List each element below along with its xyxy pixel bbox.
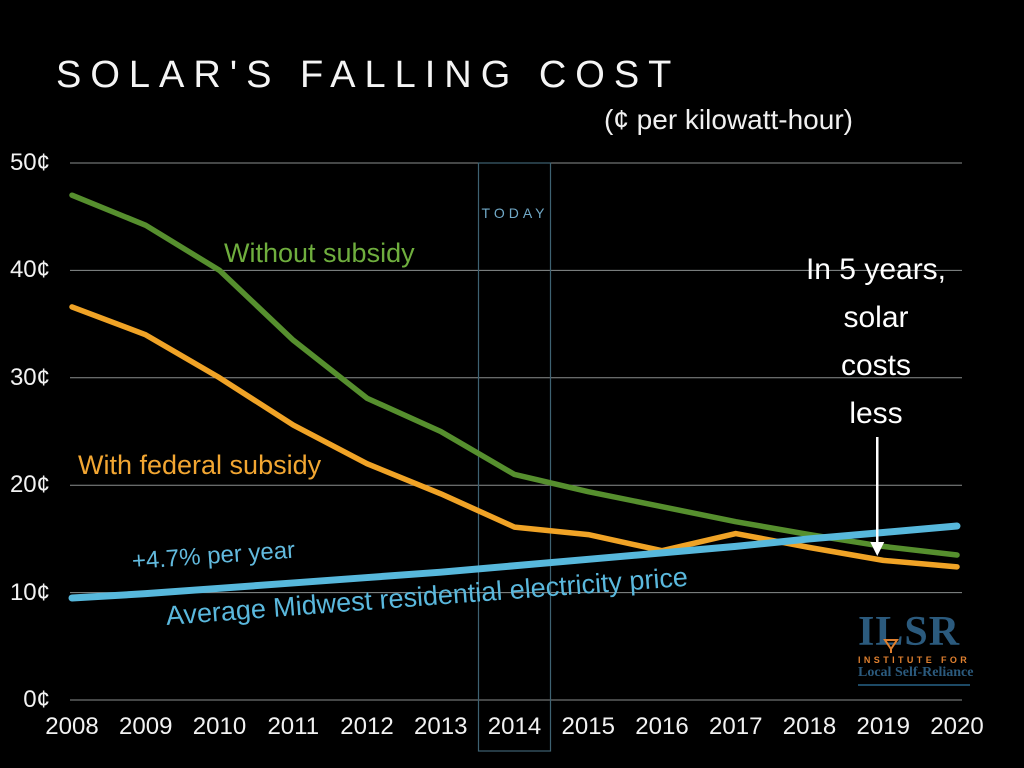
x-axis-tick: 2018 [782,713,837,740]
line-with_subsidy [69,304,960,570]
x-axis-tick: 2012 [340,713,394,740]
hourglass-icon [883,638,899,659]
annotation-line: solar [843,301,909,334]
today-box [477,162,552,752]
series-label-without-subsidy: Without subsidy [224,238,415,268]
chart-units-subtitle: (¢ per kilowatt-hour) [604,104,853,135]
series-label-with-subsidy: With federal subsidy [78,450,322,480]
x-axis-tick: 2009 [119,713,173,740]
page-title: SOLAR'S FALLING COST [56,54,681,96]
y-axis-tick: 20¢ [9,471,50,499]
x-axis-tick: 2011 [267,713,320,740]
ilsr-logo-acronym: ILSR [858,609,961,655]
y-axis-tick: 10¢ [9,578,50,606]
x-axis-tick: 2010 [192,713,247,740]
y-axis-tick: 0¢ [23,686,50,713]
ilsr-logo-institute-text: INSTITUTE FOR [858,655,971,665]
y-axis-tick: 50¢ [9,149,50,176]
line-electricity [68,522,961,602]
x-axis-tick: 2019 [856,713,910,740]
annotation-in-5-years: In 5 years, solar costs less [788,246,964,438]
annotation-arrow-head [870,542,885,556]
annotation-line: costs [840,349,912,382]
ilsr-logo: ILSR INSTITUTE FOR Local Self-Reliance [858,609,973,686]
y-axis-tick: 30¢ [9,363,50,391]
x-axis-tick: 2014 [487,713,542,740]
annotation-line: less [849,397,903,430]
x-axis-tick: 2013 [414,713,468,740]
y-axis-tick: 40¢ [9,256,50,284]
x-axis-tick: 2008 [45,713,99,740]
annotation-line: In 5 years, [805,253,947,286]
x-axis-tick: 2017 [709,713,763,740]
x-axis-tick: 2020 [930,713,984,740]
ilsr-logo-org-text: Local Self-Reliance [858,665,973,686]
x-axis-tick: 2015 [561,713,615,740]
line-without_subsidy [69,192,960,558]
today-marker-label: TODAY [481,205,549,221]
x-axis-tick: 2016 [635,713,689,740]
